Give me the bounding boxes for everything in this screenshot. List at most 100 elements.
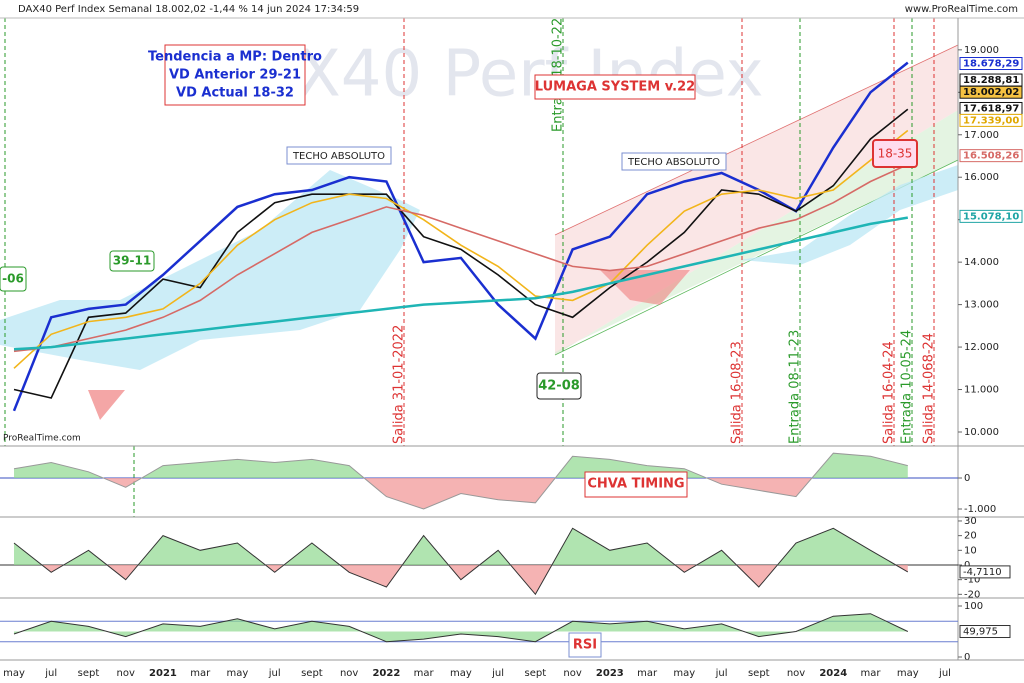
y-tick-label: 100 bbox=[964, 601, 983, 612]
indicator-line bbox=[13, 452, 908, 510]
x-tick-label: sept bbox=[78, 668, 100, 679]
annotation: TECHO ABSOLUTO bbox=[627, 157, 720, 168]
area-pos bbox=[14, 613, 908, 642]
y-tick-label: 30 bbox=[964, 516, 977, 527]
x-tick-label: jul bbox=[938, 668, 951, 679]
last-value-label: -4,7110 bbox=[963, 567, 1002, 578]
signal-label: Salida 16-04-24 bbox=[882, 341, 897, 444]
annotation-box bbox=[536, 372, 582, 400]
price-tag-label: 18.002,02 bbox=[963, 87, 1019, 98]
main-plot bbox=[12, 61, 909, 412]
annotation: -06 bbox=[2, 272, 24, 286]
y-tick-label: 12.000 bbox=[964, 342, 999, 353]
header-title: DAX40 Perf Index Semanal 18.002,02 -1,44… bbox=[18, 4, 359, 15]
price-tag-label: 17.618,97 bbox=[963, 103, 1019, 114]
x-tick-label: sept bbox=[525, 668, 547, 679]
info-box bbox=[164, 44, 306, 106]
annotation-box bbox=[0, 266, 27, 292]
x-tick-label: sept bbox=[748, 668, 770, 679]
indicator-line bbox=[13, 527, 909, 596]
x-tick-label: jul bbox=[44, 668, 57, 679]
y-tick-label: 19.000 bbox=[964, 45, 999, 56]
x-tick-label: may bbox=[897, 668, 919, 679]
annotation-box bbox=[286, 146, 392, 165]
x-tick-label: mar bbox=[861, 668, 882, 679]
y-tick-label: 11.000 bbox=[964, 385, 999, 396]
signal-label: Salida 16-08-23 bbox=[730, 341, 745, 444]
y-tick-label: -20 bbox=[964, 589, 980, 600]
panel-title: RSI bbox=[573, 638, 597, 653]
y-tick-label: 10.000 bbox=[964, 427, 999, 438]
y-tick-label: -1.000 bbox=[964, 504, 996, 515]
system-box bbox=[534, 74, 696, 100]
signal-label: Entrada 08-11-23 bbox=[788, 330, 803, 444]
info-line: VD Actual 18-32 bbox=[176, 86, 294, 101]
series-line bbox=[13, 163, 909, 353]
last-value-tag bbox=[959, 625, 1011, 639]
x-tick-label: may bbox=[3, 668, 25, 679]
x-tick-label: 2021 bbox=[149, 668, 177, 679]
last-value-tag bbox=[959, 565, 1011, 579]
signal-label: Entrada 10-05-24 bbox=[900, 330, 915, 444]
y-tick-label: 20 bbox=[964, 531, 977, 542]
x-tick-label: 2023 bbox=[596, 668, 624, 679]
y-tick-label: 10 bbox=[964, 545, 977, 556]
price-tag-label: 16.508,26 bbox=[963, 151, 1019, 162]
panel-title: CHVA TIMING bbox=[587, 477, 684, 492]
annotation-box bbox=[621, 152, 727, 171]
x-tick-label: mar bbox=[190, 668, 211, 679]
indicator-line bbox=[13, 613, 909, 643]
series-line bbox=[13, 108, 909, 399]
price-tag-label: 18.678,29 bbox=[963, 59, 1019, 70]
x-tick-label: nov bbox=[787, 668, 805, 679]
y-tick-label: 14.000 bbox=[964, 257, 999, 268]
y-tick-label: 17.000 bbox=[964, 130, 999, 141]
last-value-label: 49,975 bbox=[963, 627, 998, 638]
price-tag bbox=[959, 149, 1023, 163]
annotation: 42-08 bbox=[538, 379, 580, 394]
x-tick-label: 2022 bbox=[372, 668, 400, 679]
price-tag bbox=[959, 57, 1023, 71]
x-tick-label: mar bbox=[414, 668, 435, 679]
panel-title-box bbox=[568, 632, 602, 658]
annotation-box bbox=[109, 250, 155, 272]
x-tick-label: nov bbox=[117, 668, 135, 679]
info-line: Tendencia a MP: Dentro bbox=[148, 50, 322, 65]
x-tick-label: jul bbox=[268, 668, 281, 679]
price-tag bbox=[959, 113, 1023, 127]
system-label: LUMAGA SYSTEM v.22 bbox=[535, 80, 695, 95]
annotation: TECHO ABSOLUTO bbox=[292, 151, 385, 162]
series-line bbox=[13, 129, 909, 369]
signal-label: Salida 14-068-24 bbox=[922, 333, 937, 444]
y-tick-label: 13.000 bbox=[964, 300, 999, 311]
annotation: 39-11 bbox=[113, 254, 151, 268]
annotation-box bbox=[872, 139, 918, 168]
price-tag-label: 17.339,00 bbox=[963, 115, 1019, 126]
x-tick-label: mar bbox=[637, 668, 658, 679]
x-tick-label: nov bbox=[340, 668, 358, 679]
price-tag-label: 18.288,81 bbox=[963, 75, 1019, 86]
x-tick-label: jul bbox=[715, 668, 728, 679]
area-pos bbox=[14, 528, 896, 565]
x-tick-label: may bbox=[450, 668, 472, 679]
x-tick-label: nov bbox=[563, 668, 581, 679]
x-tick-label: may bbox=[227, 668, 249, 679]
annotation: 18-35 bbox=[878, 147, 913, 161]
price-tag bbox=[959, 209, 1023, 223]
cloud-red bbox=[88, 390, 125, 420]
panel-title-box bbox=[584, 471, 688, 498]
y-tick-label: 16.000 bbox=[964, 172, 999, 183]
x-tick-label: may bbox=[673, 668, 695, 679]
y-tick-label: -10 bbox=[964, 575, 980, 586]
price-tag-label: 15.078,10 bbox=[963, 211, 1019, 222]
price-tag bbox=[959, 85, 1023, 99]
brand: www.ProRealTime.com bbox=[905, 4, 1018, 15]
series-line bbox=[13, 216, 909, 351]
cloud bbox=[740, 165, 958, 265]
x-tick-label: jul bbox=[491, 668, 504, 679]
x-tick-label: 2024 bbox=[819, 668, 847, 679]
y-tick-label: 0 bbox=[964, 473, 970, 484]
signal-label: Salida 31-01-2022 bbox=[392, 325, 407, 444]
info-line: VD Anterior 29-21 bbox=[169, 68, 301, 83]
